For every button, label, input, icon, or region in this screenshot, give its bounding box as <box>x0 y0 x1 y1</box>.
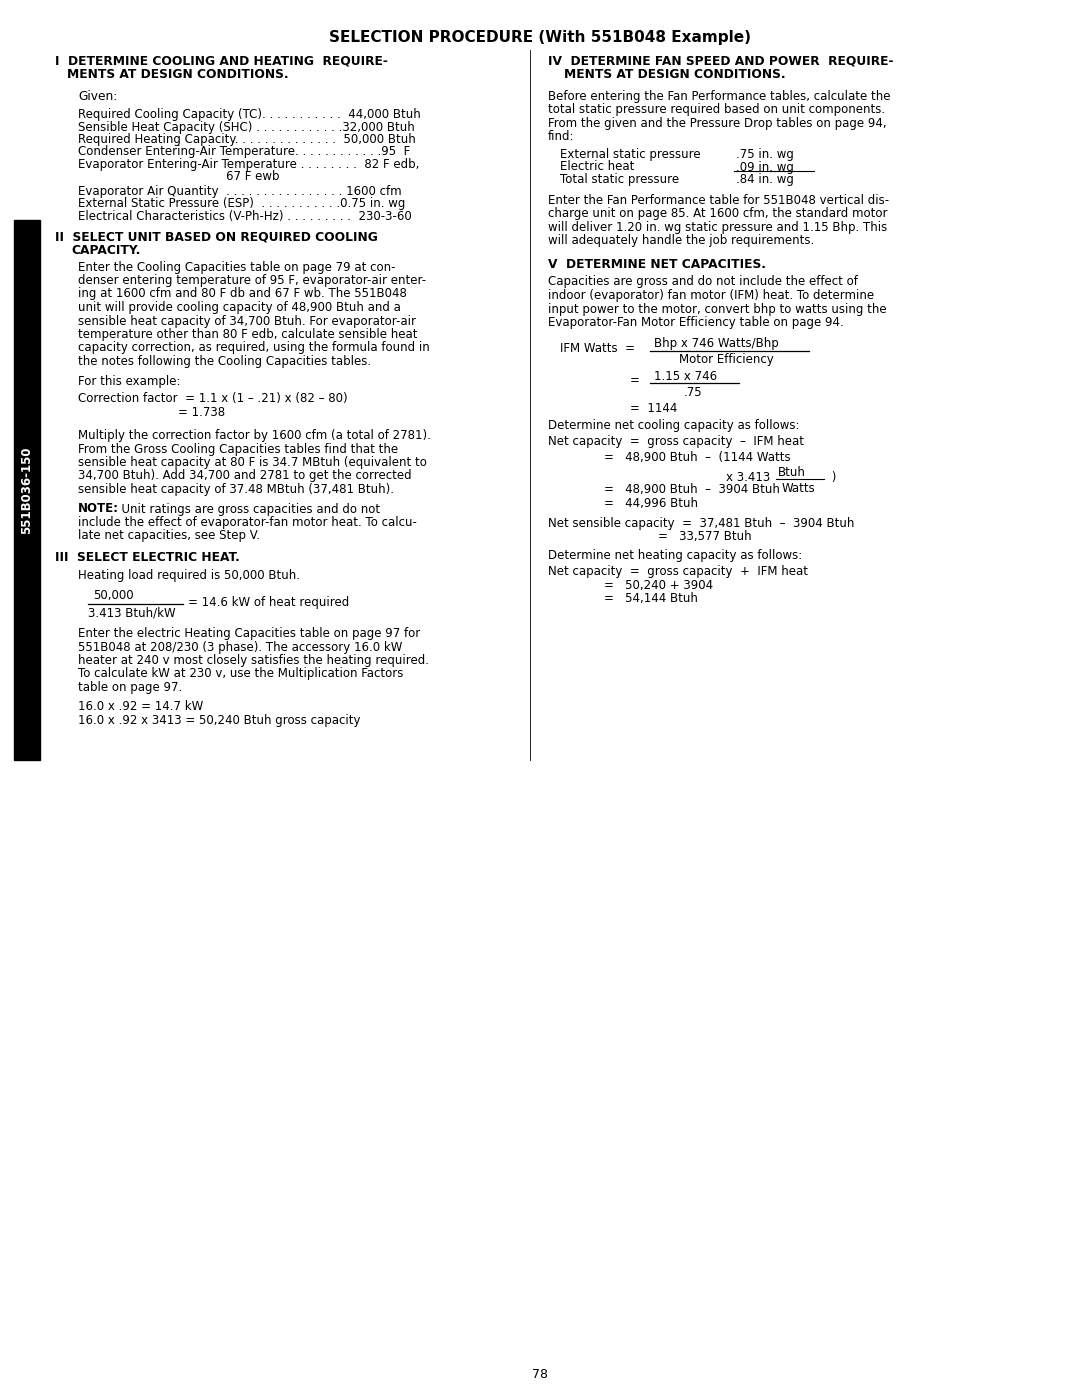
Text: Motor Efficiency: Motor Efficiency <box>679 353 773 366</box>
Text: II  SELECT UNIT BASED ON REQUIRED COOLING: II SELECT UNIT BASED ON REQUIRED COOLING <box>55 231 378 243</box>
Text: Sensible Heat Capacity (SHC) . . . . . . . . . . . .32,000 Btuh: Sensible Heat Capacity (SHC) . . . . . .… <box>78 120 415 134</box>
Text: Net capacity  =  gross capacity  +  IFM heat: Net capacity = gross capacity + IFM heat <box>548 564 808 578</box>
Text: .75: .75 <box>684 386 703 398</box>
Text: Required Heating Capacity. . . . . . . . . . . . . .  50,000 Btuh: Required Heating Capacity. . . . . . . .… <box>78 133 416 147</box>
Text: sensible heat capacity of 37.48 MBtuh (37,481 Btuh).: sensible heat capacity of 37.48 MBtuh (3… <box>78 483 394 496</box>
Text: Given:: Given: <box>78 89 118 103</box>
Text: Net sensible capacity  =  37,481 Btuh  –  3904 Btuh: Net sensible capacity = 37,481 Btuh – 39… <box>548 517 854 529</box>
Text: IV  DETERMINE FAN SPEED AND POWER  REQUIRE-: IV DETERMINE FAN SPEED AND POWER REQUIRE… <box>548 54 893 68</box>
Text: =   44,996 Btuh: = 44,996 Btuh <box>604 497 698 510</box>
Text: Bhp x 746 Watts/Bhp: Bhp x 746 Watts/Bhp <box>654 338 779 351</box>
Text: unit will provide cooling capacity of 48,900 Btuh and a: unit will provide cooling capacity of 48… <box>78 300 401 314</box>
Text: MENTS AT DESIGN CONDITIONS.: MENTS AT DESIGN CONDITIONS. <box>67 68 288 81</box>
Text: input power to the motor, convert bhp to watts using the: input power to the motor, convert bhp to… <box>548 303 887 316</box>
Text: heater at 240 v most closely satisfies the heating required.: heater at 240 v most closely satisfies t… <box>78 654 429 666</box>
Text: =   48,900 Btuh  –  3904 Btuh: = 48,900 Btuh – 3904 Btuh <box>604 483 780 496</box>
Text: ing at 1600 cfm and 80 F db and 67 F wb. The 551B048: ing at 1600 cfm and 80 F db and 67 F wb.… <box>78 288 407 300</box>
Text: 16.0 x .92 x 3413 = 50,240 Btuh gross capacity: 16.0 x .92 x 3413 = 50,240 Btuh gross ca… <box>78 714 361 726</box>
Text: Evaporator-Fan Motor Efficiency table on page 94.: Evaporator-Fan Motor Efficiency table on… <box>548 316 843 330</box>
Text: III  SELECT ELECTRIC HEAT.: III SELECT ELECTRIC HEAT. <box>55 550 240 564</box>
Text: x 3.413: x 3.413 <box>726 471 770 483</box>
Text: = 1.738: = 1.738 <box>178 405 225 419</box>
Text: V  DETERMINE NET CAPACITIES.: V DETERMINE NET CAPACITIES. <box>548 257 766 271</box>
Text: =: = <box>630 374 639 387</box>
Text: Total static pressure: Total static pressure <box>561 173 679 186</box>
Text: Determine net cooling capacity as follows:: Determine net cooling capacity as follow… <box>548 419 799 433</box>
Text: 551B036-150: 551B036-150 <box>21 446 33 534</box>
Text: include the effect of evaporator-fan motor heat. To calcu-: include the effect of evaporator-fan mot… <box>78 515 417 529</box>
Text: Enter the Cooling Capacities table on page 79 at con-: Enter the Cooling Capacities table on pa… <box>78 260 395 274</box>
Text: capacity correction, as required, using the formula found in: capacity correction, as required, using … <box>78 341 430 355</box>
Text: SELECTION PROCEDURE (With 551B048 Example): SELECTION PROCEDURE (With 551B048 Exampl… <box>329 29 751 45</box>
Text: External static pressure: External static pressure <box>561 148 701 161</box>
Text: 1.15 x 746: 1.15 x 746 <box>654 369 717 383</box>
Text: table on page 97.: table on page 97. <box>78 680 183 694</box>
Bar <box>14 219 40 760</box>
Text: Enter the electric Heating Capacities table on page 97 for: Enter the electric Heating Capacities ta… <box>78 627 420 640</box>
Text: Enter the Fan Performance table for 551B048 vertical dis-: Enter the Fan Performance table for 551B… <box>548 194 889 207</box>
Text: 78: 78 <box>532 1368 548 1382</box>
Text: Evaporator Air Quantity  . . . . . . . . . . . . . . . . 1600 cfm: Evaporator Air Quantity . . . . . . . . … <box>78 184 402 198</box>
Text: Btuh: Btuh <box>778 467 806 479</box>
Text: =  1144: = 1144 <box>630 401 677 415</box>
Text: Evaporator Entering-Air Temperature . . . . . . . .  82 F edb,: Evaporator Entering-Air Temperature . . … <box>78 158 419 170</box>
Text: .75 in. wg: .75 in. wg <box>735 148 794 161</box>
Text: late net capacities, see Step V.: late net capacities, see Step V. <box>78 529 260 542</box>
Text: Unit ratings are gross capacities and do not: Unit ratings are gross capacities and do… <box>114 503 380 515</box>
Text: sensible heat capacity of 34,700 Btuh. For evaporator-air: sensible heat capacity of 34,700 Btuh. F… <box>78 314 416 327</box>
Text: Correction factor  = 1.1 x (1 – .21) x (82 – 80): Correction factor = 1.1 x (1 – .21) x (8… <box>78 393 348 405</box>
Text: sensible heat capacity at 80 F is 34.7 MBtuh (equivalent to: sensible heat capacity at 80 F is 34.7 M… <box>78 455 427 469</box>
Text: To calculate kW at 230 v, use the Multiplication Factors: To calculate kW at 230 v, use the Multip… <box>78 668 403 680</box>
Text: For this example:: For this example: <box>78 374 180 387</box>
Text: 67 F ewb: 67 F ewb <box>226 169 280 183</box>
Text: Electric heat: Electric heat <box>561 161 634 173</box>
Text: From the Gross Cooling Capacities tables find that the: From the Gross Cooling Capacities tables… <box>78 443 399 455</box>
Text: I  DETERMINE COOLING AND HEATING  REQUIRE-: I DETERMINE COOLING AND HEATING REQUIRE- <box>55 54 388 68</box>
Text: indoor (evaporator) fan motor (IFM) heat. To determine: indoor (evaporator) fan motor (IFM) heat… <box>548 289 874 302</box>
Text: Multiply the correction factor by 1600 cfm (a total of 2781).: Multiply the correction factor by 1600 c… <box>78 429 431 441</box>
Text: the notes following the Cooling Capacities tables.: the notes following the Cooling Capaciti… <box>78 355 372 367</box>
Text: 50,000: 50,000 <box>93 590 134 602</box>
Text: Watts: Watts <box>782 482 815 495</box>
Text: charge unit on page 85. At 1600 cfm, the standard motor: charge unit on page 85. At 1600 cfm, the… <box>548 207 888 219</box>
Text: .84 in. wg: .84 in. wg <box>735 173 794 186</box>
Text: CAPACITY.: CAPACITY. <box>71 243 140 257</box>
Text: From the given and the Pressure Drop tables on page 94,: From the given and the Pressure Drop tab… <box>548 117 887 130</box>
Text: 34,700 Btuh). Add 34,700 and 2781 to get the corrected: 34,700 Btuh). Add 34,700 and 2781 to get… <box>78 469 411 482</box>
Text: will adequately handle the job requirements.: will adequately handle the job requireme… <box>548 235 814 247</box>
Text: 3.413 Btuh/kW: 3.413 Btuh/kW <box>87 606 176 619</box>
Text: = 14.6 kW of heat required: = 14.6 kW of heat required <box>188 597 349 609</box>
Text: ): ) <box>828 471 836 483</box>
Text: 551B048 at 208/230 (3 phase). The accessory 16.0 kW: 551B048 at 208/230 (3 phase). The access… <box>78 640 403 654</box>
Text: MENTS AT DESIGN CONDITIONS.: MENTS AT DESIGN CONDITIONS. <box>564 68 785 81</box>
Text: =   48,900 Btuh  –  (1144 Watts: = 48,900 Btuh – (1144 Watts <box>604 450 791 464</box>
Text: total static pressure required based on unit components.: total static pressure required based on … <box>548 103 886 116</box>
Text: External Static Pressure (ESP)  . . . . . . . . . . .0.75 in. wg: External Static Pressure (ESP) . . . . .… <box>78 197 405 211</box>
Text: IFM Watts  =: IFM Watts = <box>561 342 635 355</box>
Text: Electrical Characteristics (V-Ph-Hz) . . . . . . . . .  230-3-60: Electrical Characteristics (V-Ph-Hz) . .… <box>78 210 411 224</box>
Text: Capacities are gross and do not include the effect of: Capacities are gross and do not include … <box>548 275 858 289</box>
Text: will deliver 1.20 in. wg static pressure and 1.15 Bhp. This: will deliver 1.20 in. wg static pressure… <box>548 221 888 233</box>
Text: 16.0 x .92 = 14.7 kW: 16.0 x .92 = 14.7 kW <box>78 700 203 714</box>
Text: denser entering temperature of 95 F, evaporator-air enter-: denser entering temperature of 95 F, eva… <box>78 274 427 286</box>
Text: find:: find: <box>548 130 575 144</box>
Text: =   33,577 Btuh: = 33,577 Btuh <box>658 529 752 543</box>
Text: =   50,240 + 3904: = 50,240 + 3904 <box>604 578 713 591</box>
Text: Heating load required is 50,000 Btuh.: Heating load required is 50,000 Btuh. <box>78 569 300 583</box>
Text: .09 in. wg: .09 in. wg <box>735 161 794 173</box>
Text: =   54,144 Btuh: = 54,144 Btuh <box>604 592 698 605</box>
Text: temperature other than 80 F edb, calculate sensible heat: temperature other than 80 F edb, calcula… <box>78 328 418 341</box>
Text: NOTE:: NOTE: <box>78 503 119 515</box>
Text: Determine net heating capacity as follows:: Determine net heating capacity as follow… <box>548 549 802 563</box>
Text: Required Cooling Capacity (TC). . . . . . . . . . .  44,000 Btuh: Required Cooling Capacity (TC). . . . . … <box>78 108 421 122</box>
Text: Condenser Entering-Air Temperature. . . . . . . . . . . .95  F: Condenser Entering-Air Temperature. . . … <box>78 145 410 158</box>
Text: Net capacity  =  gross capacity  –  IFM heat: Net capacity = gross capacity – IFM heat <box>548 434 804 448</box>
Text: Before entering the Fan Performance tables, calculate the: Before entering the Fan Performance tabl… <box>548 89 891 103</box>
